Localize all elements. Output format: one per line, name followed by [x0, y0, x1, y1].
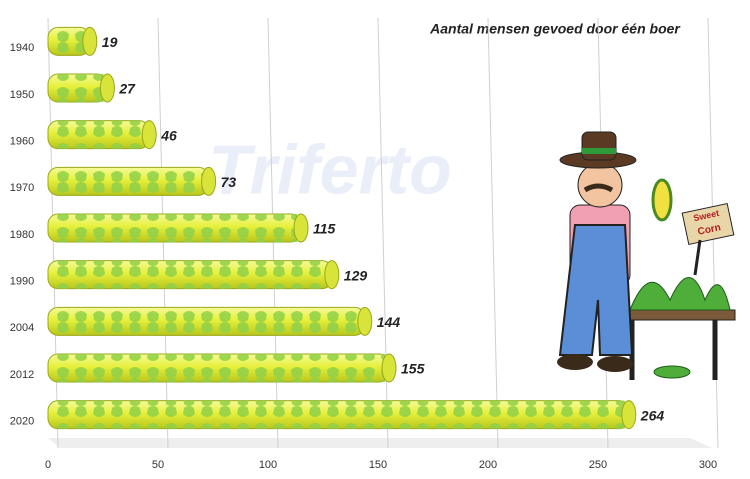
bar-cap	[141, 120, 157, 150]
value-label: 115	[313, 221, 336, 237]
y-tick-label: 1940	[10, 42, 34, 54]
value-label: 46	[160, 127, 177, 143]
bar-cap	[293, 213, 309, 243]
x-tick-label: 100	[259, 459, 277, 471]
bar-cap	[82, 26, 98, 56]
y-tick-label: 2012	[10, 369, 34, 381]
bar-cap	[621, 400, 637, 430]
x-tick-label: 50	[152, 459, 164, 471]
floor	[48, 438, 712, 448]
x-tick-label: 300	[699, 459, 717, 471]
bar-cap	[357, 306, 373, 336]
bar-pattern	[52, 74, 104, 102]
y-tick-label: 2004	[10, 322, 34, 334]
bar-cap	[324, 260, 340, 290]
bar-pattern	[52, 400, 625, 429]
grid-line	[487, 17, 499, 449]
value-label: 73	[221, 174, 237, 190]
x-tick-label: 200	[479, 459, 497, 471]
bar-pattern	[52, 307, 361, 336]
bar-cap	[99, 73, 115, 103]
y-tick-label: 1960	[10, 136, 34, 148]
bar-pattern	[52, 214, 297, 242]
grid-line	[377, 17, 389, 449]
watermark: Triferto	[208, 130, 452, 208]
bar-cap	[381, 353, 397, 383]
value-label: 144	[377, 314, 401, 330]
y-tick-label: 2020	[10, 416, 34, 428]
value-label: 27	[118, 81, 136, 97]
y-tick-label: 1950	[10, 89, 34, 101]
x-tick-label: 250	[589, 459, 607, 471]
value-label: 19	[102, 34, 118, 50]
y-tick-label: 1990	[10, 276, 34, 288]
y-tick-label: 1970	[10, 182, 34, 194]
bar-pattern	[52, 354, 385, 382]
bar-pattern	[52, 167, 205, 196]
value-label: 129	[344, 267, 368, 283]
sign-text: Corn	[697, 222, 722, 238]
y-tick-label: 1980	[10, 229, 34, 241]
bar-pattern	[52, 27, 86, 56]
chart-title: Aantal mensen gevoed door één boer	[429, 21, 681, 37]
value-label: 264	[640, 407, 665, 423]
x-tick-label: 150	[369, 459, 387, 471]
value-label: 155	[401, 361, 425, 377]
bar-pattern	[52, 120, 146, 149]
farmer-illustration: Sweet Corn	[557, 131, 736, 380]
x-tick-label: 0	[45, 459, 51, 471]
bar-cap	[201, 166, 217, 196]
bar-pattern	[52, 260, 328, 289]
